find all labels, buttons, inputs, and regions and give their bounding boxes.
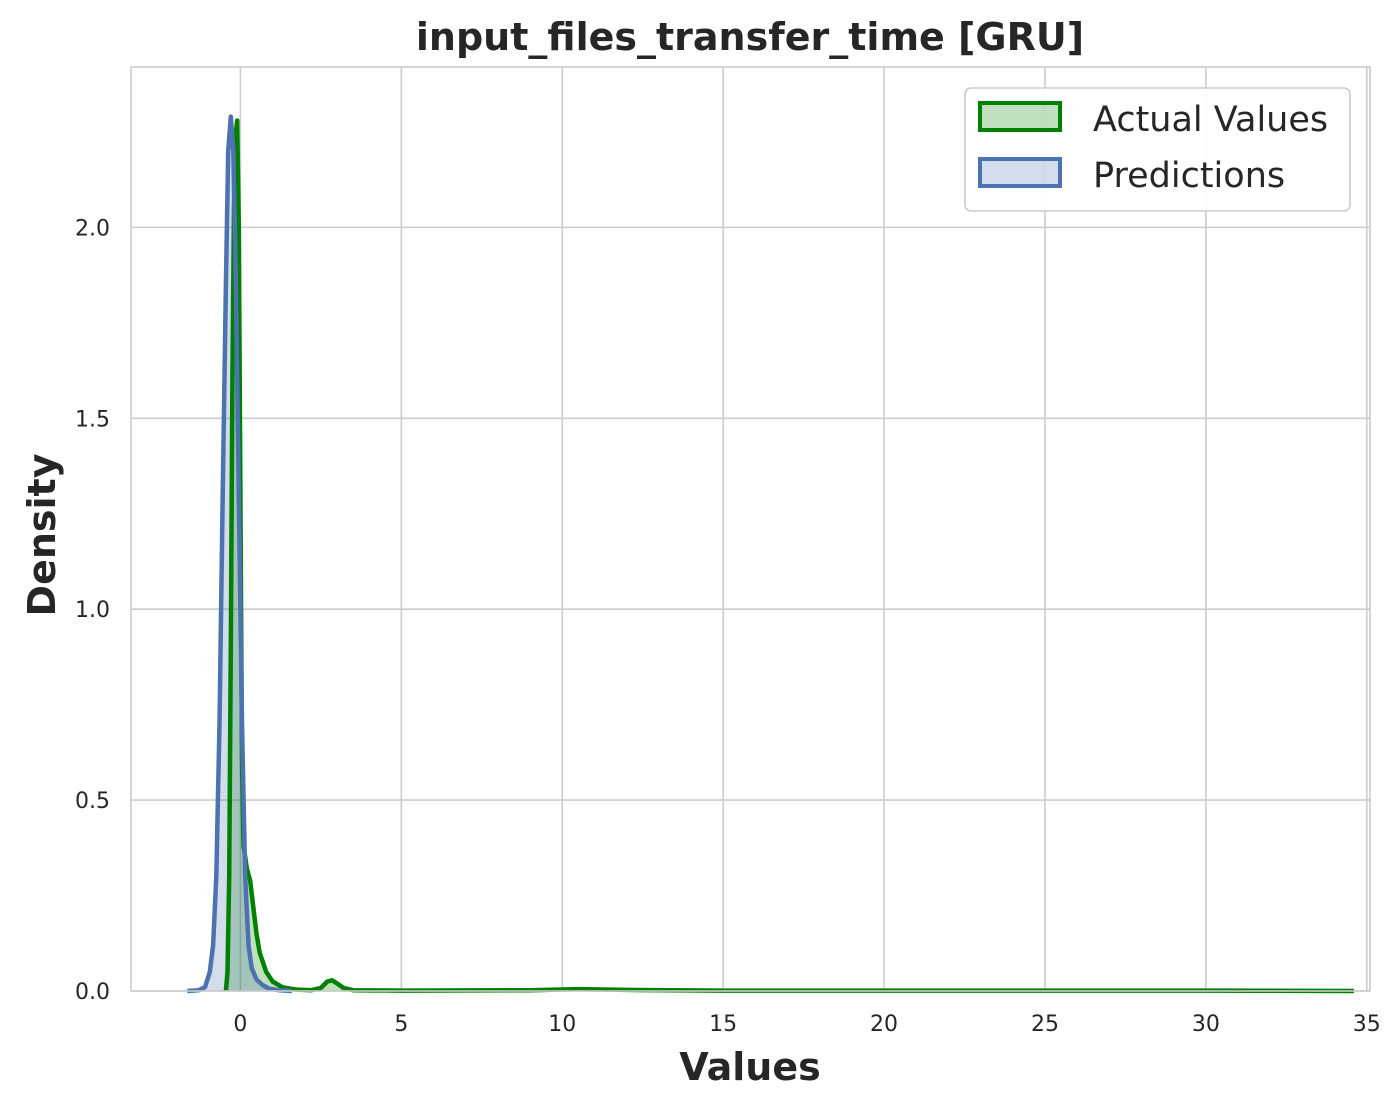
y-axis-label: Density xyxy=(20,453,64,616)
y-tick-label: 0.5 xyxy=(75,789,110,814)
y-tick-label: 0.0 xyxy=(75,980,110,1005)
legend-swatch-actual xyxy=(978,101,1062,132)
x-tick-label: 35 xyxy=(1353,1012,1381,1037)
x-axis-label: Values xyxy=(679,1045,820,1089)
legend-label-actual: Actual Values xyxy=(1093,100,1328,140)
density-line-predictions xyxy=(187,114,293,994)
x-tick-label: 5 xyxy=(394,1012,408,1037)
legend: Actual Values Predictions xyxy=(964,87,1351,212)
x-tick-label: 15 xyxy=(709,1012,737,1037)
x-tick-label: 20 xyxy=(870,1012,898,1037)
x-tick-label: 10 xyxy=(548,1012,576,1037)
x-tick-labels: 0 5 10 15 20 25 30 35 xyxy=(233,1012,1380,1037)
plot-frame xyxy=(130,66,1371,992)
chart-title: input_files_transfer_time [GRU] xyxy=(416,15,1084,59)
y-tick-label: 1.0 xyxy=(75,598,110,623)
x-tick-label: 30 xyxy=(1192,1012,1220,1037)
x-tick-label: 25 xyxy=(1031,1012,1059,1037)
x-tick-label: 0 xyxy=(233,1012,247,1037)
legend-label-predictions: Predictions xyxy=(1093,156,1285,196)
y-tick-label: 2.0 xyxy=(75,216,110,241)
y-tick-label: 1.5 xyxy=(75,407,110,432)
y-tick-labels: 0.0 0.5 1.0 1.5 2.0 xyxy=(75,216,110,1005)
density-lines xyxy=(187,114,1354,994)
density-line-actual-values xyxy=(223,118,1354,994)
legend-swatch-predictions xyxy=(978,157,1062,188)
